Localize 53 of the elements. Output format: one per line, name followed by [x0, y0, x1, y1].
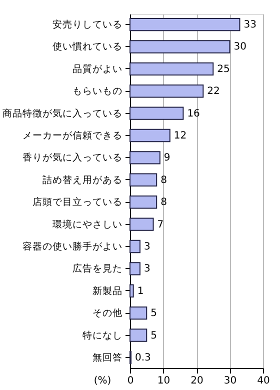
data-label: 5 [150, 308, 157, 320]
y-tick-label: 使い慣れている [52, 40, 122, 53]
bar [130, 18, 240, 32]
bar [130, 62, 214, 76]
bar [130, 284, 134, 298]
data-label: 3 [144, 264, 150, 275]
x-axis-title: (%) [94, 376, 112, 386]
bar [130, 306, 148, 320]
y-tick-label: 詰め替え用がある [42, 174, 122, 186]
y-tick-label: 新製品 [92, 284, 122, 297]
y-tick-label: もらいもの [72, 86, 122, 98]
bar [130, 84, 204, 98]
x-tick-label: 40 [257, 376, 270, 386]
data-label: 8 [160, 174, 167, 186]
y-tick-label: 環境にやさしい [52, 218, 122, 230]
bar [130, 40, 230, 54]
data-label: 7 [157, 219, 164, 230]
data-label: 16 [187, 108, 200, 120]
data-label: 1 [137, 286, 144, 297]
bar [130, 128, 170, 142]
bar [130, 106, 184, 120]
bar [130, 173, 158, 187]
data-label: 5 [150, 330, 157, 342]
y-tick-label: その他 [92, 307, 122, 320]
bar [130, 262, 140, 276]
y-tick-label: 店頭で目立っている [32, 196, 122, 208]
x-tick-label: 30 [224, 376, 237, 386]
bar [130, 151, 160, 164]
y-tick-label: 安売りしている [52, 18, 122, 31]
x-tick-label: 0 [127, 376, 134, 386]
data-label: 33 [244, 20, 256, 31]
data-label: 12 [174, 130, 187, 142]
data-label: 8 [160, 197, 167, 208]
y-tick-label: メーカーが信頼できる [22, 130, 122, 142]
bar [130, 218, 154, 231]
y-tick-label: 容器の使い勝手がよい [22, 240, 122, 252]
y-tick-label: 無回答 [92, 351, 122, 364]
data-label: 30 [234, 42, 246, 53]
data-label: 3 [144, 241, 150, 252]
y-tick-label: 特になし [82, 329, 122, 342]
data-label: 0.3 [134, 352, 151, 364]
bar [130, 328, 148, 342]
bar [130, 195, 158, 209]
bar [130, 240, 140, 254]
x-tick-label: 10 [157, 376, 170, 386]
y-tick-label: 広告を見た [72, 262, 122, 275]
data-label: 22 [207, 86, 220, 98]
data-label: 25 [217, 64, 230, 75]
y-tick-label: 商品特徴が気に入っている [2, 107, 122, 120]
data-label: 9 [164, 152, 170, 164]
x-tick-label: 20 [190, 376, 204, 386]
y-tick-label: 香りが気に入っている [22, 152, 122, 164]
y-tick-label: 品質がよい [72, 62, 122, 75]
